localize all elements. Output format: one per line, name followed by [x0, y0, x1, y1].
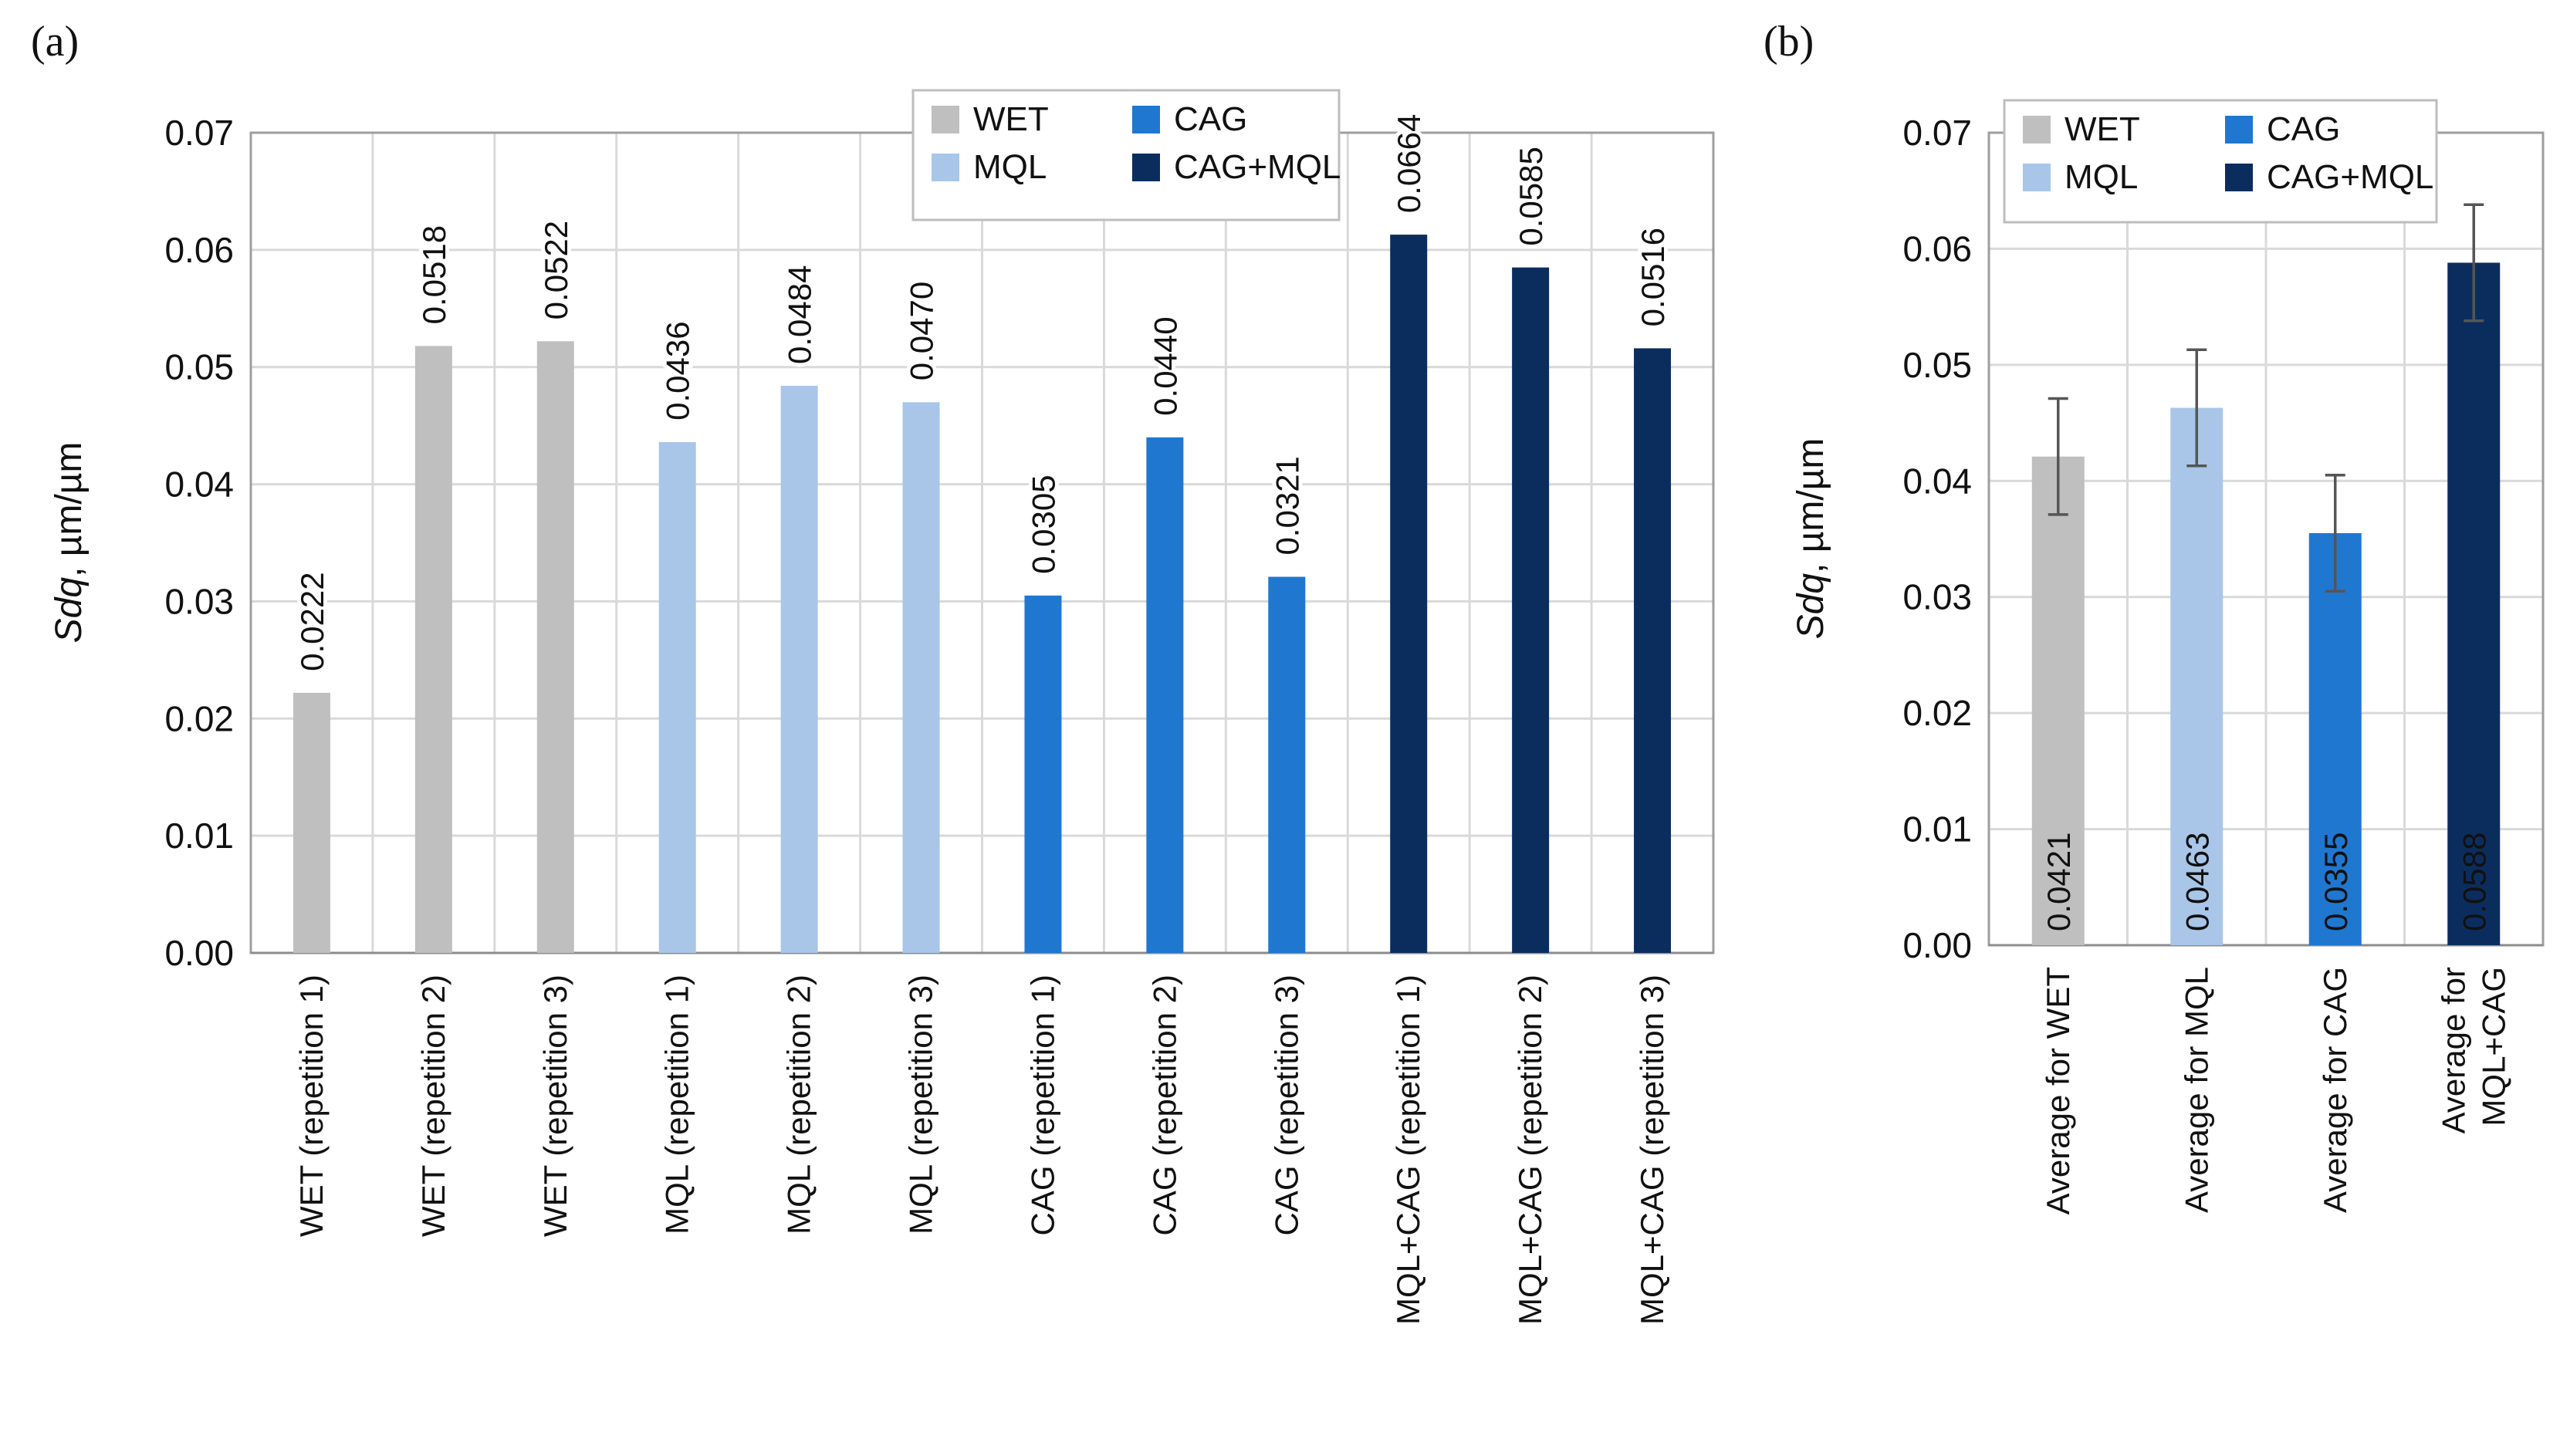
chart-a-data-label: 0.0436	[660, 321, 696, 420]
chart-a-legend-swatch	[1132, 106, 1160, 133]
chart-a-legend-label: WET	[973, 100, 1049, 138]
chart-b-category-label: MQL+CAG	[2475, 967, 2511, 1127]
chart-b-data-label: 0.0355	[2318, 833, 2354, 931]
chart-a-bar	[1024, 595, 1062, 953]
chart-a-bar	[536, 341, 574, 953]
chart-a-category-label: MQL+CAG (repetition 1)	[1390, 975, 1426, 1325]
chart-b-data-label: 0.0421	[2041, 833, 2077, 931]
chart-a-bar	[658, 441, 696, 953]
chart-a-data-label: 0.0470	[904, 282, 940, 380]
chart-a-y-axis-unit: , µm/µm	[49, 442, 90, 577]
chart-b-legend-label: CAG+MQL	[2267, 158, 2433, 196]
chart-b-legend-label: MQL	[2065, 158, 2138, 196]
chart-b-ytick-label: 0.06	[1902, 228, 1972, 269]
chart-a-bar	[902, 402, 940, 953]
chart-b-y-axis-symbol: Sdq	[1791, 573, 1831, 640]
chart-a-legend-box	[911, 89, 1341, 221]
panel-label-b: (b)	[1764, 18, 1814, 66]
chart-b-bar	[2308, 532, 2362, 945]
chart-a-bar	[1634, 348, 1672, 954]
chart-b-legend-swatch	[2023, 116, 2051, 144]
chart-a-category-label: CAG (repetition 2)	[1146, 975, 1182, 1235]
chart-a-ytick-label: 0.04	[164, 465, 234, 505]
chart-b-ytick-label: 0.03	[1902, 577, 1972, 617]
chart-a-category-label: MQL (repetition 1)	[659, 975, 695, 1235]
chart-a-data-label: 0.0484	[782, 265, 818, 364]
chart-a-category-label: CAG (repetition 1)	[1024, 975, 1060, 1235]
chart-a-bar	[1390, 235, 1428, 953]
chart-a-ytick-label: 0.07	[164, 113, 234, 153]
chart-b-legend-swatch	[2023, 164, 2051, 191]
chart-a-legend-label: CAG	[1174, 100, 1247, 138]
chart-a-data-label: 0.0522	[538, 221, 574, 319]
chart-b-bar	[2170, 407, 2224, 945]
chart-a-bar	[1268, 576, 1306, 953]
chart-a-y-axis-label: Sdq, µm/µm	[49, 442, 90, 644]
chart-b-y-axis-unit: , µm/µm	[1791, 438, 1831, 573]
chart-b-legend-swatch	[2225, 164, 2253, 191]
chart-a: 0.00 0.01 0.02 0.03 0.04 0.05 0.06 0.07 0.0222 WE…	[49, 89, 1715, 1325]
chart-a-data-label: 0.0664	[1391, 114, 1427, 213]
chart-a-ytick-label: 0.05	[164, 347, 234, 387]
chart-b-legend-box	[2003, 99, 2438, 224]
chart-b: 0.00 0.01 0.02 0.03 0.04 0.05 0.06 0.07 0.0421 Av…	[1791, 99, 2545, 1214]
chart-a-bar	[1146, 437, 1184, 953]
chart-a-data-label: 0.0516	[1635, 228, 1671, 326]
chart-b-legend-label: CAG	[2267, 110, 2340, 148]
chart-b-category-label: Average for WET	[2040, 967, 2076, 1214]
chart-a-legend-swatch	[932, 154, 959, 181]
chart-b-data-label: 0.0588	[2456, 833, 2492, 931]
chart-b-data-label: 0.0463	[2179, 833, 2215, 931]
chart-a-data-label: 0.0321	[1269, 456, 1305, 555]
chart-a-data-label: 0.0518	[416, 225, 452, 324]
chart-a-legend-swatch	[932, 106, 959, 133]
chart-a-category-label: MQL (repetition 2)	[781, 975, 817, 1235]
chart-b-ytick-label: 0.00	[1902, 925, 1972, 965]
chart-a-ytick-label: 0.06	[164, 230, 234, 270]
chart-a-data-label: 0.0440	[1147, 316, 1183, 415]
chart-a-category-label: MQL+CAG (repetition 3)	[1634, 975, 1670, 1325]
chart-a-legend-label: CAG+MQL	[1174, 148, 1341, 186]
chart-b-ytick-label: 0.07	[1902, 113, 1972, 153]
chart-a-data-label: 0.0305	[1025, 475, 1061, 573]
chart-b-bar	[2031, 456, 2085, 945]
chart-b-ytick-label: 0.04	[1902, 461, 1972, 501]
chart-a-category-label: WET (repetition 3)	[537, 975, 573, 1237]
chart-a-bar	[1512, 267, 1550, 953]
chart-a-category-label: WET (repetition 2)	[415, 975, 451, 1237]
chart-a-y-axis-symbol: Sdq	[49, 577, 90, 644]
panel-label-a: (a)	[31, 18, 79, 66]
chart-a-category-label: MQL (repetition 3)	[903, 975, 939, 1235]
chart-a-ytick-label: 0.01	[164, 816, 234, 856]
chart-b-bar	[2447, 262, 2501, 946]
chart-b-ytick-label: 0.05	[1902, 345, 1972, 385]
chart-b-legend-label: WET	[2065, 110, 2140, 148]
chart-a-legend-label: MQL	[973, 148, 1047, 186]
chart-a-legend-swatch	[1132, 154, 1160, 181]
chart-b-category-label: Average for	[2435, 967, 2471, 1133]
chart-a-bar	[293, 692, 330, 953]
chart-a-ytick-label: 0.03	[164, 581, 234, 621]
chart-b-ytick-label: 0.01	[1902, 809, 1972, 850]
chart-b-category-label: Average for MQL	[2178, 967, 2214, 1213]
chart-a-ytick-label: 0.02	[164, 698, 234, 738]
chart-a-category-label: CAG (repetition 3)	[1268, 975, 1304, 1235]
chart-a-category-label: MQL+CAG (repetition 2)	[1512, 975, 1548, 1325]
chart-b-y-axis-label: Sdq, µm/µm	[1791, 438, 1831, 640]
chart-a-data-label: 0.0585	[1513, 147, 1549, 245]
chart-a-bar	[780, 386, 818, 953]
chart-a-ytick-label: 0.00	[164, 933, 234, 973]
chart-a-data-label: 0.0222	[294, 572, 330, 671]
chart-b-legend-swatch	[2225, 116, 2253, 144]
chart-b-ytick-label: 0.02	[1902, 693, 1972, 733]
chart-a-bar	[414, 346, 452, 953]
chart-b-category-label: Average for CAG	[2317, 967, 2353, 1213]
chart-a-category-label: WET (repetition 1)	[293, 975, 330, 1237]
